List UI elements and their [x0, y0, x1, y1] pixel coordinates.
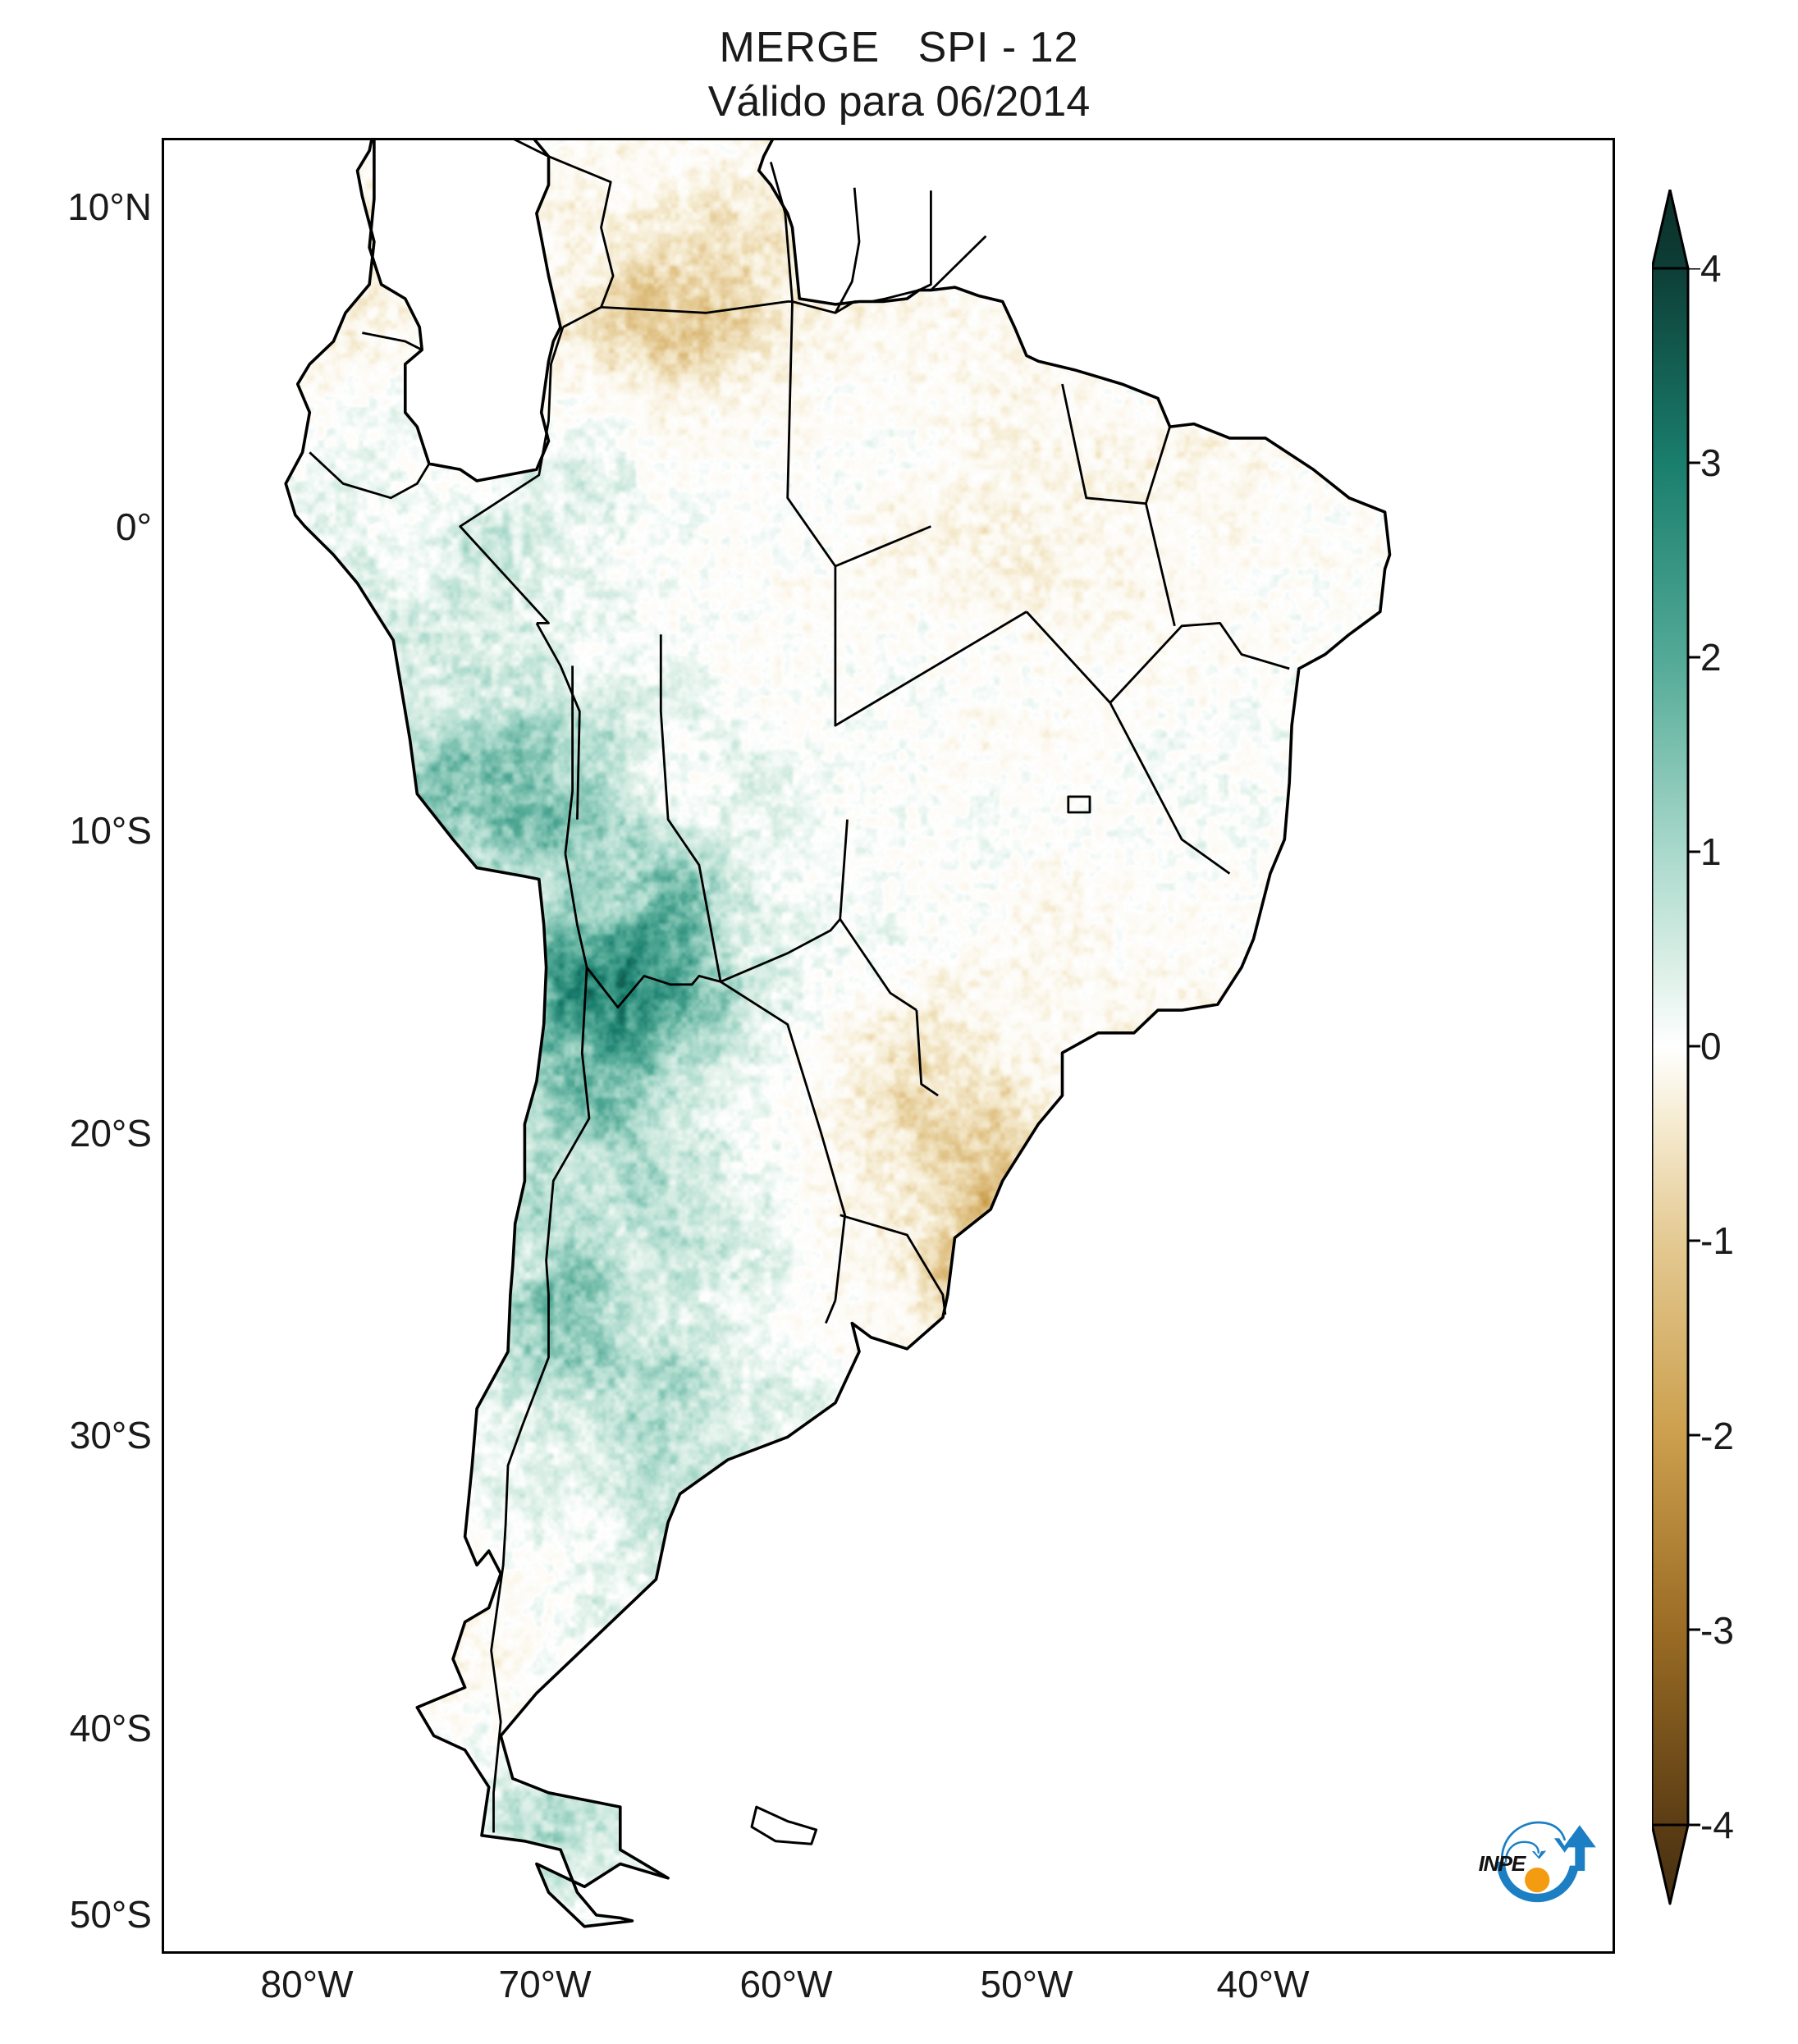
svg-text:INPE: INPE — [1479, 1851, 1527, 1876]
